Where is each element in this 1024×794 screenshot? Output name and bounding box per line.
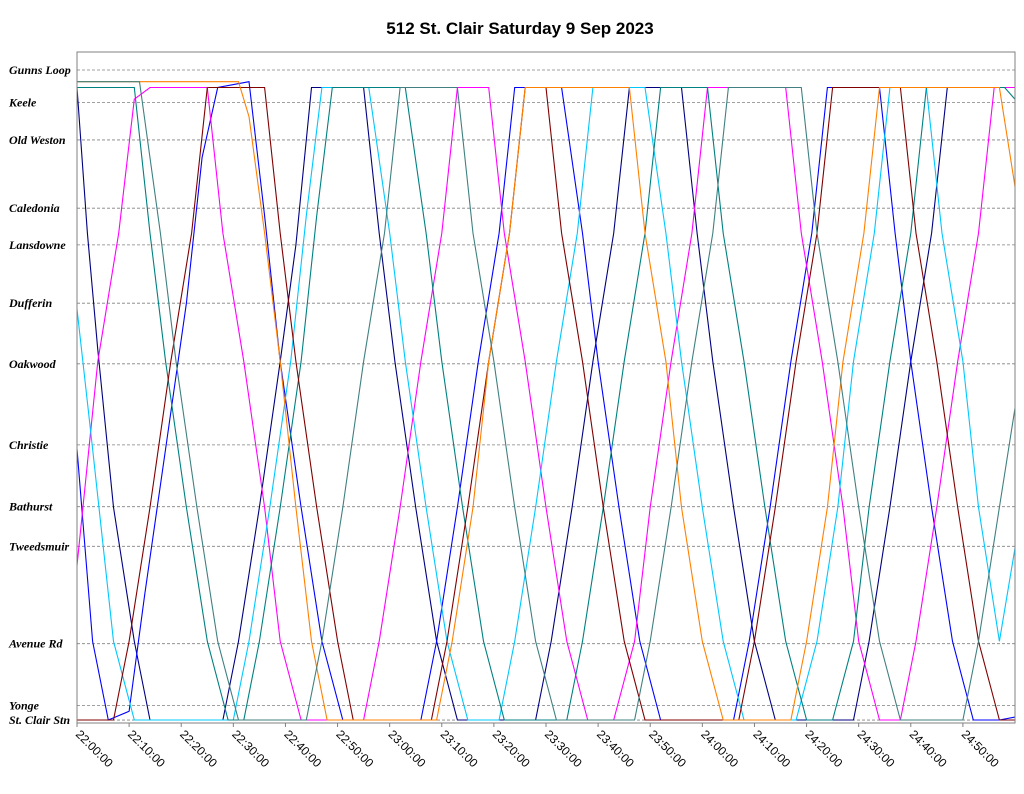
chart-title: 512 St. Clair Saturday 9 Sep 2023 (386, 19, 653, 38)
stop-label: Caledonia (9, 201, 60, 215)
stop-label: Yonge (9, 698, 40, 712)
vehicle-trip-line (76, 86, 1016, 721)
stop-labels: Gunns Loop Keele Old Weston Caledonia Lansdo… (8, 63, 71, 727)
vehicle-trip-line (76, 86, 1015, 721)
plot-area-frame (76, 51, 1016, 724)
stop-gridlines (77, 69, 1015, 721)
stop-label: Christie (9, 438, 49, 452)
stop-label: St. Clair Stn (9, 713, 70, 727)
vehicle-trip-line (77, 81, 1016, 721)
stop-label: Lansdowne (8, 238, 66, 252)
stop-label: Old Weston (9, 133, 66, 147)
stop-label: Avenue Rd (8, 637, 63, 651)
stop-label: Dufferin (8, 296, 52, 310)
stop-label: Oakwood (9, 357, 57, 371)
stop-label: Tweedsmuir (9, 539, 70, 553)
stop-label: Bathurst (8, 500, 53, 514)
vehicle-trip-line (77, 81, 1016, 721)
vehicle-trip-lines (76, 81, 1016, 721)
stop-label: Gunns Loop (9, 63, 71, 77)
stop-label: Keele (8, 96, 37, 110)
